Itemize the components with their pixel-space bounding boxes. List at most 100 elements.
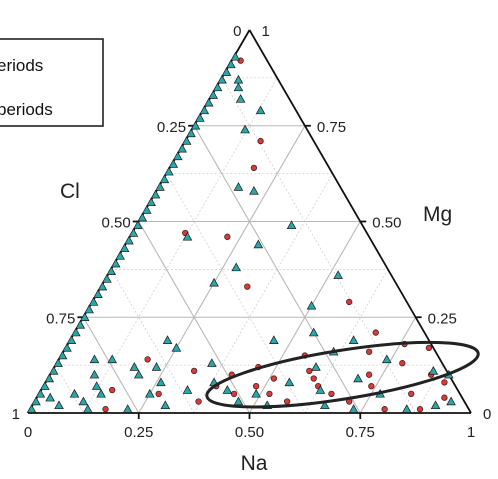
legend-entry-1: eriods: [0, 56, 43, 75]
point-triangle: [311, 362, 321, 371]
point-triangle: [119, 243, 130, 253]
point-triangle: [91, 381, 102, 390]
tick-label-na: 0.75: [346, 424, 375, 441]
point-triangle: [207, 358, 217, 367]
point-circle: [408, 390, 415, 398]
point-triangle: [255, 105, 266, 115]
grid-line-na: [138, 125, 306, 414]
point-triangle: [348, 335, 359, 344]
point-triangle: [122, 404, 133, 413]
point-triangle: [71, 327, 81, 337]
point-triangle: [348, 404, 359, 413]
point-triangle: [320, 400, 330, 410]
point-circle: [244, 283, 251, 290]
point-triangle: [93, 289, 103, 298]
point-triangle: [353, 373, 363, 383]
tick-label-cl: 0.25: [157, 119, 186, 136]
point-triangle: [208, 90, 218, 99]
point-triangle: [233, 82, 244, 92]
point-triangle: [249, 185, 259, 195]
point-triangle: [382, 354, 392, 364]
point-triangle: [286, 220, 297, 230]
point-circle: [266, 390, 273, 398]
legend: eriods periods: [0, 38, 104, 127]
point-triangle: [315, 385, 326, 394]
point-triangle: [69, 388, 80, 398]
legend-box: [0, 38, 104, 127]
point-triangle: [88, 297, 99, 306]
tick-label-cl: 0.75: [46, 310, 75, 327]
point-triangle: [171, 342, 182, 352]
point-triangle: [164, 166, 174, 176]
tick-label-mg: 0: [483, 406, 491, 423]
point-circle: [365, 371, 373, 378]
point-triangle: [53, 358, 63, 367]
grid-line-na: [359, 316, 417, 414]
axis-title-mg: Mg: [423, 203, 452, 226]
point-triangle: [45, 392, 55, 402]
grid-lines: [55, 77, 444, 414]
point-triangle: [172, 151, 183, 161]
point-triangle: [217, 74, 227, 84]
point-circle: [368, 383, 375, 390]
point-triangle: [151, 362, 162, 371]
point-circle: [441, 394, 448, 401]
tick-labels: 0 0.25 0.50 0.75 100.250.500.75100.250.500.7…: [12, 23, 492, 441]
point-triangle: [106, 266, 117, 275]
point-triangle: [203, 97, 214, 107]
tick-label-cl: 0.50: [102, 215, 131, 232]
point-triangle: [177, 143, 187, 153]
point-triangle: [79, 312, 90, 321]
point-triangle: [233, 74, 244, 84]
point-triangle: [44, 373, 55, 383]
point-triangle: [160, 400, 171, 410]
point-triangle: [182, 231, 193, 241]
point-triangle: [401, 404, 412, 413]
axis-title-cl: Cl: [60, 180, 80, 203]
point-triangle: [137, 212, 148, 222]
point-triangle: [78, 396, 89, 406]
point-triangle: [240, 124, 250, 134]
grid-line-na: [415, 364, 444, 414]
point-triangle: [83, 404, 93, 413]
point-circle: [144, 356, 151, 363]
grid-line-cl: [138, 221, 250, 414]
point-triangle: [146, 197, 156, 207]
point-triangle: [308, 327, 319, 337]
point-triangle: [306, 300, 317, 310]
point-triangle: [212, 82, 223, 92]
point-triangle: [209, 277, 219, 287]
point-triangle: [186, 128, 196, 138]
grid-line-cl: [55, 364, 84, 414]
tick-label-mg: 0.75: [317, 119, 346, 136]
point-triangle: [75, 319, 86, 329]
point-circle: [155, 390, 162, 398]
tick-label-mg: 0.50: [372, 215, 401, 232]
legend-entry-2: periods: [0, 100, 53, 119]
grid-line-cl: [82, 316, 140, 414]
point-circle: [416, 406, 424, 413]
tick-label-na: 1: [467, 424, 475, 441]
point-triangle: [110, 258, 121, 268]
tick-label-cl: 0: [233, 23, 241, 40]
point-triangle: [168, 159, 179, 168]
point-triangle: [251, 388, 261, 398]
point-circle: [190, 367, 198, 375]
point-triangle: [89, 369, 100, 379]
tick-label-na: 0: [24, 424, 32, 441]
point-triangle: [428, 365, 439, 375]
point-triangle: [181, 136, 192, 145]
point-triangle: [141, 205, 152, 214]
point-circle: [257, 137, 264, 145]
point-triangle: [107, 354, 117, 364]
grid-line-cl: [110, 269, 195, 414]
point-triangle: [26, 404, 37, 413]
point-triangle: [155, 182, 165, 191]
point-triangle: [150, 189, 161, 199]
point-circle: [441, 379, 448, 386]
point-triangle: [156, 377, 166, 387]
point-triangle: [84, 304, 94, 314]
point-triangle: [233, 396, 244, 406]
tick-label-mg: 1: [262, 23, 270, 40]
